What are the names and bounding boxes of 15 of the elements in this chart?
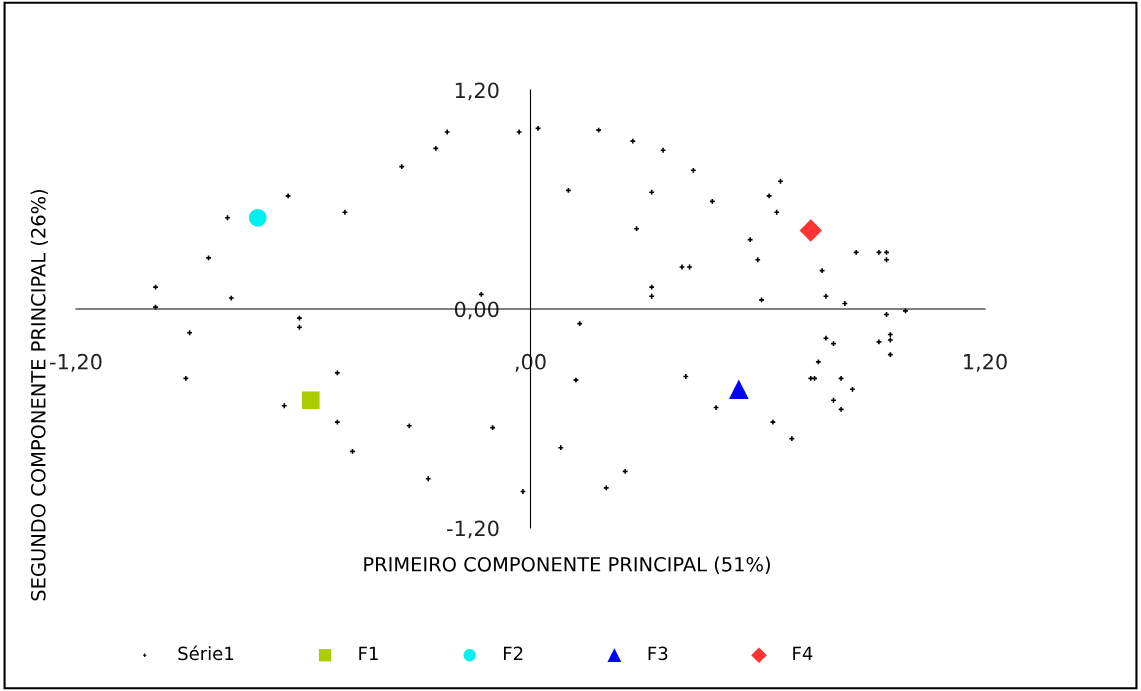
legend-label: F1 [359, 646, 378, 660]
y-tick-label: -1,20 [447, 520, 499, 539]
legend-label: Série1 [178, 645, 234, 661]
x-tick-label: 1,20 [964, 353, 1007, 372]
x-axis-title: PRIMEIRO COMPONENTE PRINCIPAL (51%) [364, 556, 770, 574]
y-axis-title: SEGUNDO COMPONENTE PRINCIPAL (26%) [30, 190, 48, 601]
point [799, 219, 822, 242]
legend-label: F3 [648, 646, 668, 661]
point [249, 208, 267, 227]
point [728, 379, 749, 400]
point [302, 391, 320, 410]
legend-label: F2 [503, 646, 523, 660]
x-tick-label: -1,20 [50, 353, 102, 372]
legend-label: F4 [793, 646, 813, 660]
y-tick-label: 1,20 [455, 82, 499, 101]
